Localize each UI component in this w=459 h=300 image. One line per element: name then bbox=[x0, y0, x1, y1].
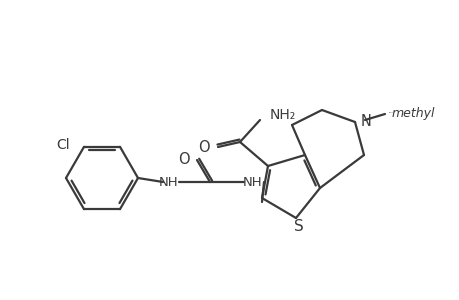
Text: S: S bbox=[293, 220, 303, 235]
Text: NH: NH bbox=[243, 176, 262, 190]
Text: NH: NH bbox=[159, 176, 179, 190]
Text: N: N bbox=[360, 115, 371, 130]
Text: O: O bbox=[178, 152, 190, 167]
Text: Cl: Cl bbox=[56, 138, 70, 152]
Text: NH₂: NH₂ bbox=[269, 108, 296, 122]
Text: methyl: methyl bbox=[388, 111, 392, 112]
Text: methyl: methyl bbox=[391, 106, 435, 119]
Text: O: O bbox=[198, 140, 210, 154]
Text: methyl: methyl bbox=[388, 111, 393, 112]
